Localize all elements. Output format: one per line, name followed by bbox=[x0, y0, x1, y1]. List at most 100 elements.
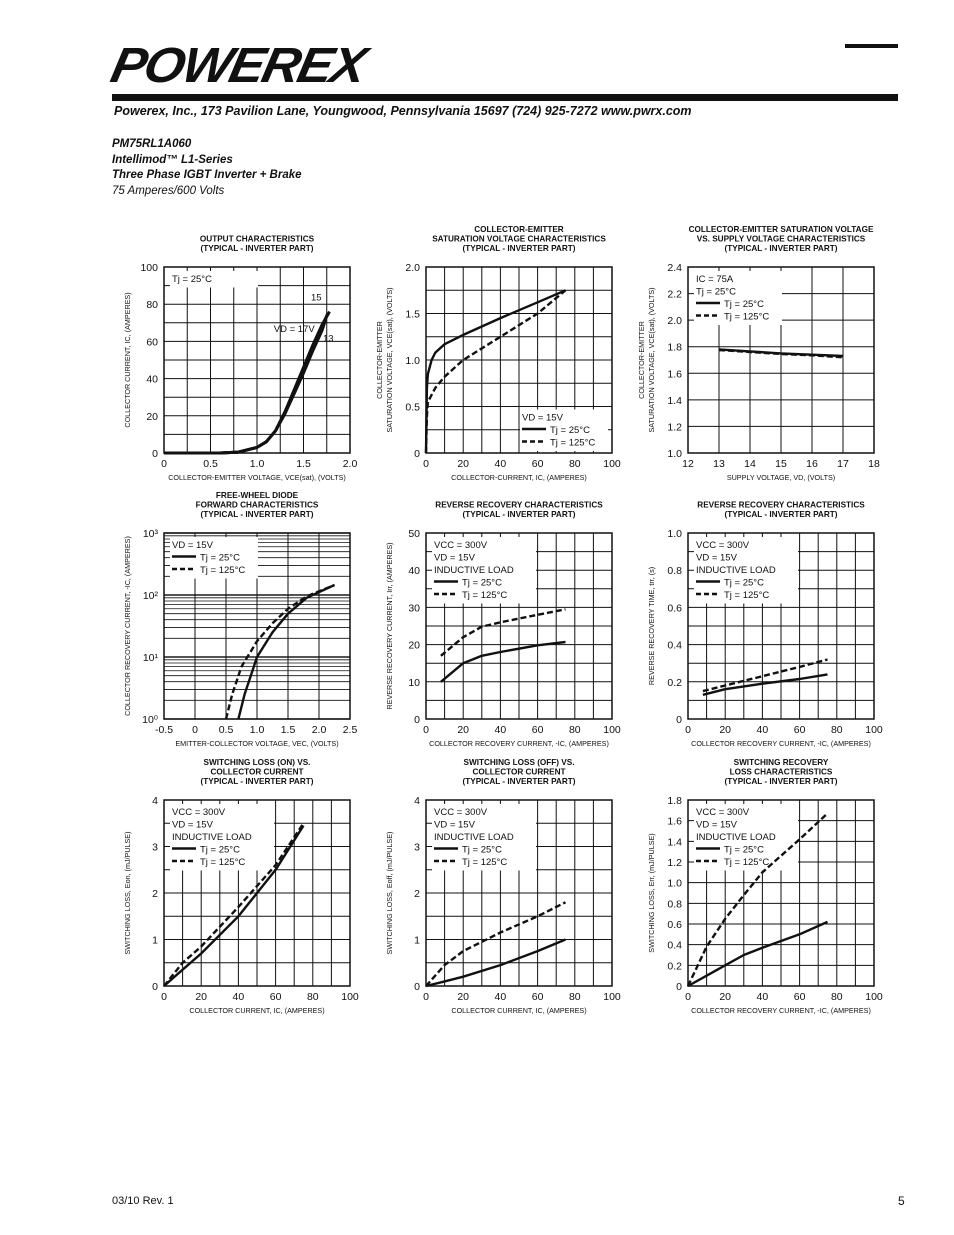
y-tick-label: 80 bbox=[146, 299, 158, 311]
legend-entry: Tj = 25°C bbox=[724, 299, 764, 310]
y-tick-label: 2 bbox=[152, 888, 158, 900]
x-tick-label: 60 bbox=[794, 724, 806, 736]
chart-title: SATURATION VOLTAGE CHARACTERISTICS bbox=[432, 235, 606, 244]
legend-entry: VD = 15V bbox=[434, 820, 476, 831]
series-line-tj-125-c bbox=[163, 822, 305, 987]
legend-entry: Tj = 25°C bbox=[172, 274, 212, 285]
legend-background bbox=[694, 537, 798, 604]
company-address: Powerex, Inc., 173 Pavilion Lane, Youngw… bbox=[114, 104, 692, 118]
y-tick-label: 0 bbox=[676, 981, 682, 993]
y-tick-label: 1.8 bbox=[667, 795, 682, 807]
series-line-tj-25-c bbox=[687, 920, 828, 988]
x-axis-label: COLLECTOR-CURRENT, IC, (AMPERES) bbox=[451, 473, 587, 482]
series-line-tj-125-c bbox=[440, 608, 566, 657]
y-tick-label: 60 bbox=[146, 336, 158, 348]
y-tick-label: 0.6 bbox=[667, 602, 682, 614]
y-axis-label: COLLECTOR RECOVERY CURRENT, -IC, (AMPERE… bbox=[123, 536, 132, 716]
y-tick-label: 2.0 bbox=[667, 315, 682, 327]
legend-entry: VCC = 300V bbox=[696, 540, 750, 551]
legend-entry: Tj = 25°C bbox=[200, 553, 240, 564]
legend-background bbox=[432, 537, 536, 604]
y-tick-label: 0 bbox=[152, 448, 158, 460]
x-axis-label: COLLECTOR CURRENT, IC, (AMPERES) bbox=[451, 1006, 586, 1015]
legend-entry: VCC = 300V bbox=[696, 807, 750, 818]
chart-title: (TYPICAL - INVERTER PART) bbox=[463, 244, 576, 253]
y-tick-label: 10 bbox=[408, 677, 420, 689]
series-line-tj-25-c bbox=[702, 673, 828, 696]
x-tick-label: 1.0 bbox=[250, 458, 265, 470]
chart-title: REVERSE RECOVERY CHARACTERISTICS bbox=[697, 501, 865, 510]
chart-title: (TYPICAL - INVERTER PART) bbox=[201, 777, 314, 786]
y-tick-label: 0.2 bbox=[667, 677, 682, 689]
x-tick-label: 18 bbox=[868, 458, 880, 470]
legend-entry: VD = 15V bbox=[696, 553, 738, 564]
y-tick-label: 2.2 bbox=[667, 289, 682, 301]
y-tick-label: 1.2 bbox=[667, 421, 682, 433]
y-tick-label: 1.6 bbox=[667, 816, 682, 828]
x-tick-label: 40 bbox=[495, 724, 507, 736]
x-tick-label: 17 bbox=[837, 458, 849, 470]
curve-annotation: 15 bbox=[311, 292, 322, 303]
plot-frame bbox=[163, 266, 351, 454]
y-tick-label: 10⁰ bbox=[142, 714, 159, 726]
chart-6: REVERSE RECOVERY CHARACTERISTICS(TYPICAL… bbox=[647, 501, 883, 749]
x-tick-label: 1.0 bbox=[250, 724, 265, 736]
plot-frame bbox=[163, 532, 351, 720]
x-tick-label: 15 bbox=[775, 458, 787, 470]
legend-background bbox=[170, 804, 274, 871]
y-tick-label: 1 bbox=[414, 935, 420, 947]
x-tick-label: 60 bbox=[532, 991, 544, 1003]
chart-5: REVERSE RECOVERY CHARACTERISTICS(TYPICAL… bbox=[385, 501, 621, 749]
x-tick-label: 20 bbox=[457, 724, 469, 736]
y-tick-label: 0 bbox=[152, 981, 158, 993]
curve-annotation: 13 bbox=[323, 333, 334, 344]
y-tick-label: 2 bbox=[414, 888, 420, 900]
legend-entry: Tj = 25°C bbox=[724, 578, 764, 589]
y-axis-label: REVERSE RECOVERY CURRENT, Irr, (AMPERES) bbox=[385, 542, 394, 709]
chart-8: SWITCHING LOSS (OFF) VS.COLLECTOR CURREN… bbox=[385, 758, 621, 1015]
x-tick-label: 40 bbox=[233, 991, 245, 1003]
header-rule bbox=[112, 94, 898, 101]
x-tick-label: 0 bbox=[161, 991, 167, 1003]
x-tick-label: 80 bbox=[569, 458, 581, 470]
legend-entry: VD = 15V bbox=[522, 413, 564, 424]
legend: VD = 15V Tj = 25°CTj = 125°C bbox=[170, 537, 258, 579]
series-line-tj-25-c bbox=[440, 640, 566, 683]
legend-entry: VD = 15V bbox=[172, 820, 214, 831]
y-tick-label: 0 bbox=[414, 714, 420, 726]
legend-entry: Tj = 125°C bbox=[462, 857, 507, 868]
chart-title: FORWARD CHARACTERISTICS bbox=[196, 501, 319, 510]
x-tick-label: 100 bbox=[865, 991, 883, 1003]
chart-title: (TYPICAL - INVERTER PART) bbox=[725, 777, 838, 786]
x-tick-label: 2.0 bbox=[343, 458, 358, 470]
series-line-tj-125-c bbox=[424, 289, 567, 454]
y-tick-label: 40 bbox=[408, 565, 420, 577]
legend-entry: INDUCTIVE LOAD bbox=[696, 832, 776, 843]
chart-title: (TYPICAL - INVERTER PART) bbox=[201, 510, 314, 519]
series-line-tj-25-c bbox=[237, 583, 336, 720]
legend-entry: INDUCTIVE LOAD bbox=[434, 832, 514, 843]
plot-frame bbox=[687, 799, 875, 987]
y-tick-label: 1.6 bbox=[667, 368, 682, 380]
legend-entry: VCC = 300V bbox=[434, 807, 488, 818]
x-tick-label: 80 bbox=[831, 991, 843, 1003]
chart-title: COLLECTOR-EMITTER bbox=[474, 225, 564, 234]
x-tick-label: 1.5 bbox=[281, 724, 296, 736]
legend-entry: Tj = 125°C bbox=[462, 590, 507, 601]
x-tick-label: 40 bbox=[495, 458, 507, 470]
chart-title: COLLECTOR CURRENT bbox=[472, 768, 565, 777]
legend-entry: IC = 75A bbox=[696, 274, 734, 285]
chart-title: SWITCHING LOSS (ON) VS. bbox=[204, 758, 311, 767]
x-axis-label: COLLECTOR RECOVERY CURRENT, -IC, (AMPERE… bbox=[429, 739, 609, 748]
legend: IC = 75A Tj = 25°CTj = 25°C Tj = 125°C bbox=[694, 271, 782, 325]
y-tick-label: 20 bbox=[408, 640, 420, 652]
legend-entry: Tj = 125°C bbox=[724, 857, 769, 868]
y-tick-label: 1.0 bbox=[667, 878, 682, 890]
y-tick-label: 30 bbox=[408, 602, 420, 614]
legend-entry: VCC = 300V bbox=[172, 807, 226, 818]
legend-entry: INDUCTIVE LOAD bbox=[696, 565, 776, 576]
legend-entry: Tj = 25°C bbox=[724, 845, 764, 856]
x-tick-label: 80 bbox=[831, 724, 843, 736]
